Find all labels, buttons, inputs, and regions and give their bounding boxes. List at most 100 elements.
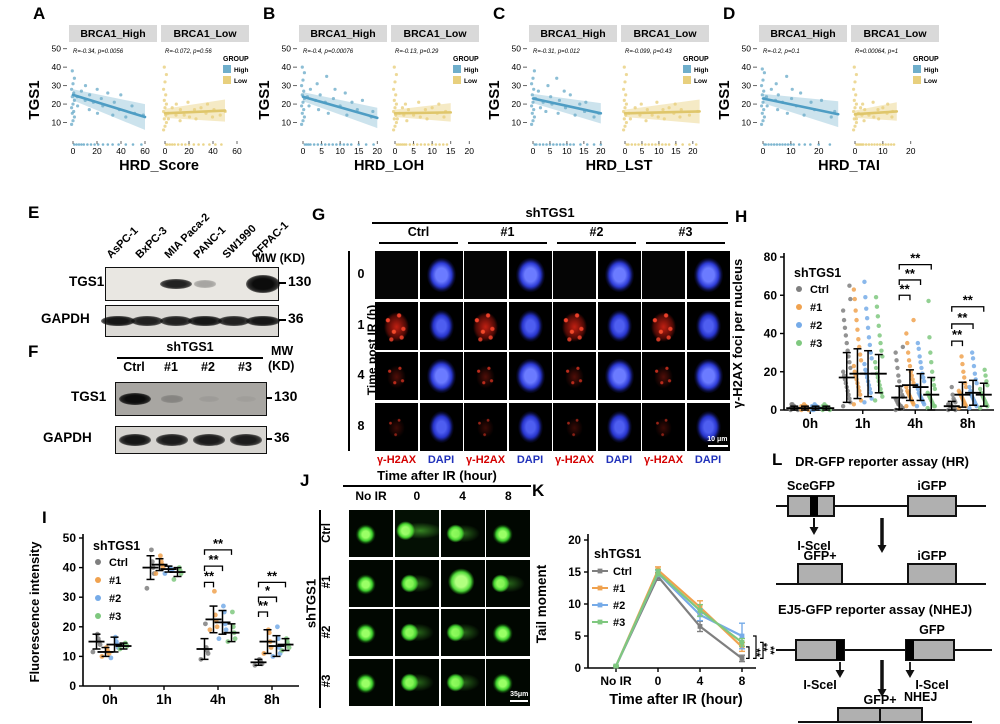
arrow-head xyxy=(809,527,819,535)
x-tick-label: 1h xyxy=(855,416,871,431)
rug-point xyxy=(305,143,309,146)
legend-label: #1 xyxy=(810,302,822,314)
legend-swatch xyxy=(796,304,802,310)
legend-title: shTGS1 xyxy=(794,266,841,280)
nhej-assay-title: EJ5-GFP reporter assay (NHEJ) xyxy=(778,602,972,617)
comet-micrograph: 35μm xyxy=(486,658,531,706)
panel-b-label: B xyxy=(263,4,276,23)
significance-bracket xyxy=(203,549,233,555)
protein-band xyxy=(193,434,225,446)
significance-bracket xyxy=(203,565,224,572)
significance-bracket xyxy=(746,646,750,659)
facet-strip-label: BRCA1_High xyxy=(540,28,605,40)
y-axis-title: Tail moment xyxy=(534,564,549,643)
rug-point xyxy=(767,143,770,146)
panel-k-line-chart: 0 5 10 15 20 Tail moment No IR 0 4 8 Time after IR… xyxy=(534,534,776,708)
rug-point xyxy=(889,143,893,146)
y-tick-label: 20 xyxy=(52,99,62,109)
panel-c-label: C xyxy=(493,4,506,23)
confidence-band xyxy=(73,89,145,130)
gamma-h2ax-micrograph xyxy=(553,352,596,400)
legend-label: Low xyxy=(234,78,248,85)
facet-strip xyxy=(69,25,157,42)
rug-point xyxy=(783,143,787,146)
row-label: #3 xyxy=(321,674,333,688)
rug-point xyxy=(111,143,114,146)
rug-point xyxy=(208,143,211,146)
significance-stars: ** xyxy=(267,568,278,583)
x-tick-label: 0 xyxy=(163,146,168,156)
significance-bracket xyxy=(951,306,985,312)
x-tick-label: 15 xyxy=(446,146,456,156)
protein-band xyxy=(119,393,151,405)
lane-label: #2 xyxy=(201,360,215,374)
y-tick-label: 50 xyxy=(63,531,77,545)
rug-point xyxy=(214,143,217,146)
x-tick-label: 5 xyxy=(411,146,416,156)
x-tick-label: 4 xyxy=(697,674,704,688)
dapi-micrograph xyxy=(508,352,552,400)
lane-label: #3 xyxy=(238,360,252,374)
x-tick-label: 20 xyxy=(92,146,102,156)
legend-label: #2 xyxy=(810,320,822,332)
panel-g-immunofluorescence-grid: shTGS1 Ctrl #1 #2 #3 Time post IR (h) 0 1 4 8 10 μ… xyxy=(310,205,730,466)
rug-point xyxy=(792,143,795,146)
regression-line xyxy=(301,95,379,120)
rug-point xyxy=(342,143,346,146)
panel-l-reporter-assay-diagram: DR-GFP reporter assay (HR) SceGFP iGFP I-Sc… xyxy=(776,454,992,723)
blot-row-label: GAPDH xyxy=(41,311,90,326)
panel-h-label: H xyxy=(735,207,748,226)
channel-label-gamma-h2ax: γ-H2AX xyxy=(376,454,417,466)
x-axis-title: HRD_LST xyxy=(586,158,653,174)
scale-bar xyxy=(510,699,529,702)
x-tick-label: 0 xyxy=(655,674,662,688)
rug-point xyxy=(170,143,174,146)
rug-point xyxy=(192,143,196,146)
dapi-micrograph xyxy=(597,352,641,400)
comet-micrograph xyxy=(394,510,439,557)
protein-band xyxy=(101,315,135,327)
rug-point xyxy=(316,143,320,146)
y-tick-label: 10 xyxy=(742,118,752,128)
significance-stars: ** xyxy=(208,552,219,567)
y-tick-label: 30 xyxy=(512,81,522,91)
panel-h-dot-plot: 0 20 40 60 80 γ-H2AX foci per nucleus 0h 1h 4h 8h… xyxy=(730,250,994,431)
comet-micrograph xyxy=(440,658,485,706)
y-tick-label: 60 xyxy=(764,288,778,302)
dapi-micrograph xyxy=(686,352,730,400)
x-tick-label: 0h xyxy=(802,416,818,431)
panel-a-scatter-chart: TGS1 10 20 30 40 50 BRCA1_High R=-0.34, p=0.005… xyxy=(26,25,249,174)
rug-point xyxy=(441,143,445,146)
rug-point xyxy=(592,143,596,146)
x-axis-title: Time after IR (hour) xyxy=(609,692,743,708)
y-tick-label: 10 xyxy=(52,118,62,128)
rug-point xyxy=(633,143,637,146)
x-tick-label: 20 xyxy=(906,146,916,156)
scale-bar-label: 10 μm xyxy=(707,435,728,443)
facet-strip xyxy=(299,25,387,42)
comet-micrograph xyxy=(486,559,531,607)
comet-micrograph xyxy=(349,609,393,656)
isce-cut-site xyxy=(810,496,818,516)
channel-label-dapi: DAPI xyxy=(427,454,455,466)
y-tick-label: 20 xyxy=(764,365,778,379)
legend-swatch xyxy=(683,65,691,73)
rug-point xyxy=(803,143,807,146)
lane-label: BxPC-3 xyxy=(133,224,170,261)
mw-tick xyxy=(266,397,272,399)
protein-band xyxy=(230,434,262,446)
rug-point xyxy=(650,143,654,146)
channel-label-dapi: DAPI xyxy=(516,454,544,466)
legend-label: Low xyxy=(464,78,478,85)
dot-series xyxy=(270,624,283,659)
legend-label: High xyxy=(234,67,248,74)
rug-point xyxy=(627,143,630,146)
correlation-stats: R=-0.072, p=0.56 xyxy=(165,49,212,55)
isce-label: I-SceI xyxy=(797,539,830,553)
significance-stars: ** xyxy=(957,310,968,325)
significance-stars: ** xyxy=(764,646,776,655)
x-tick-label: 40 xyxy=(208,146,218,156)
dapi-micrograph xyxy=(597,402,641,451)
confidence-band xyxy=(855,102,897,121)
